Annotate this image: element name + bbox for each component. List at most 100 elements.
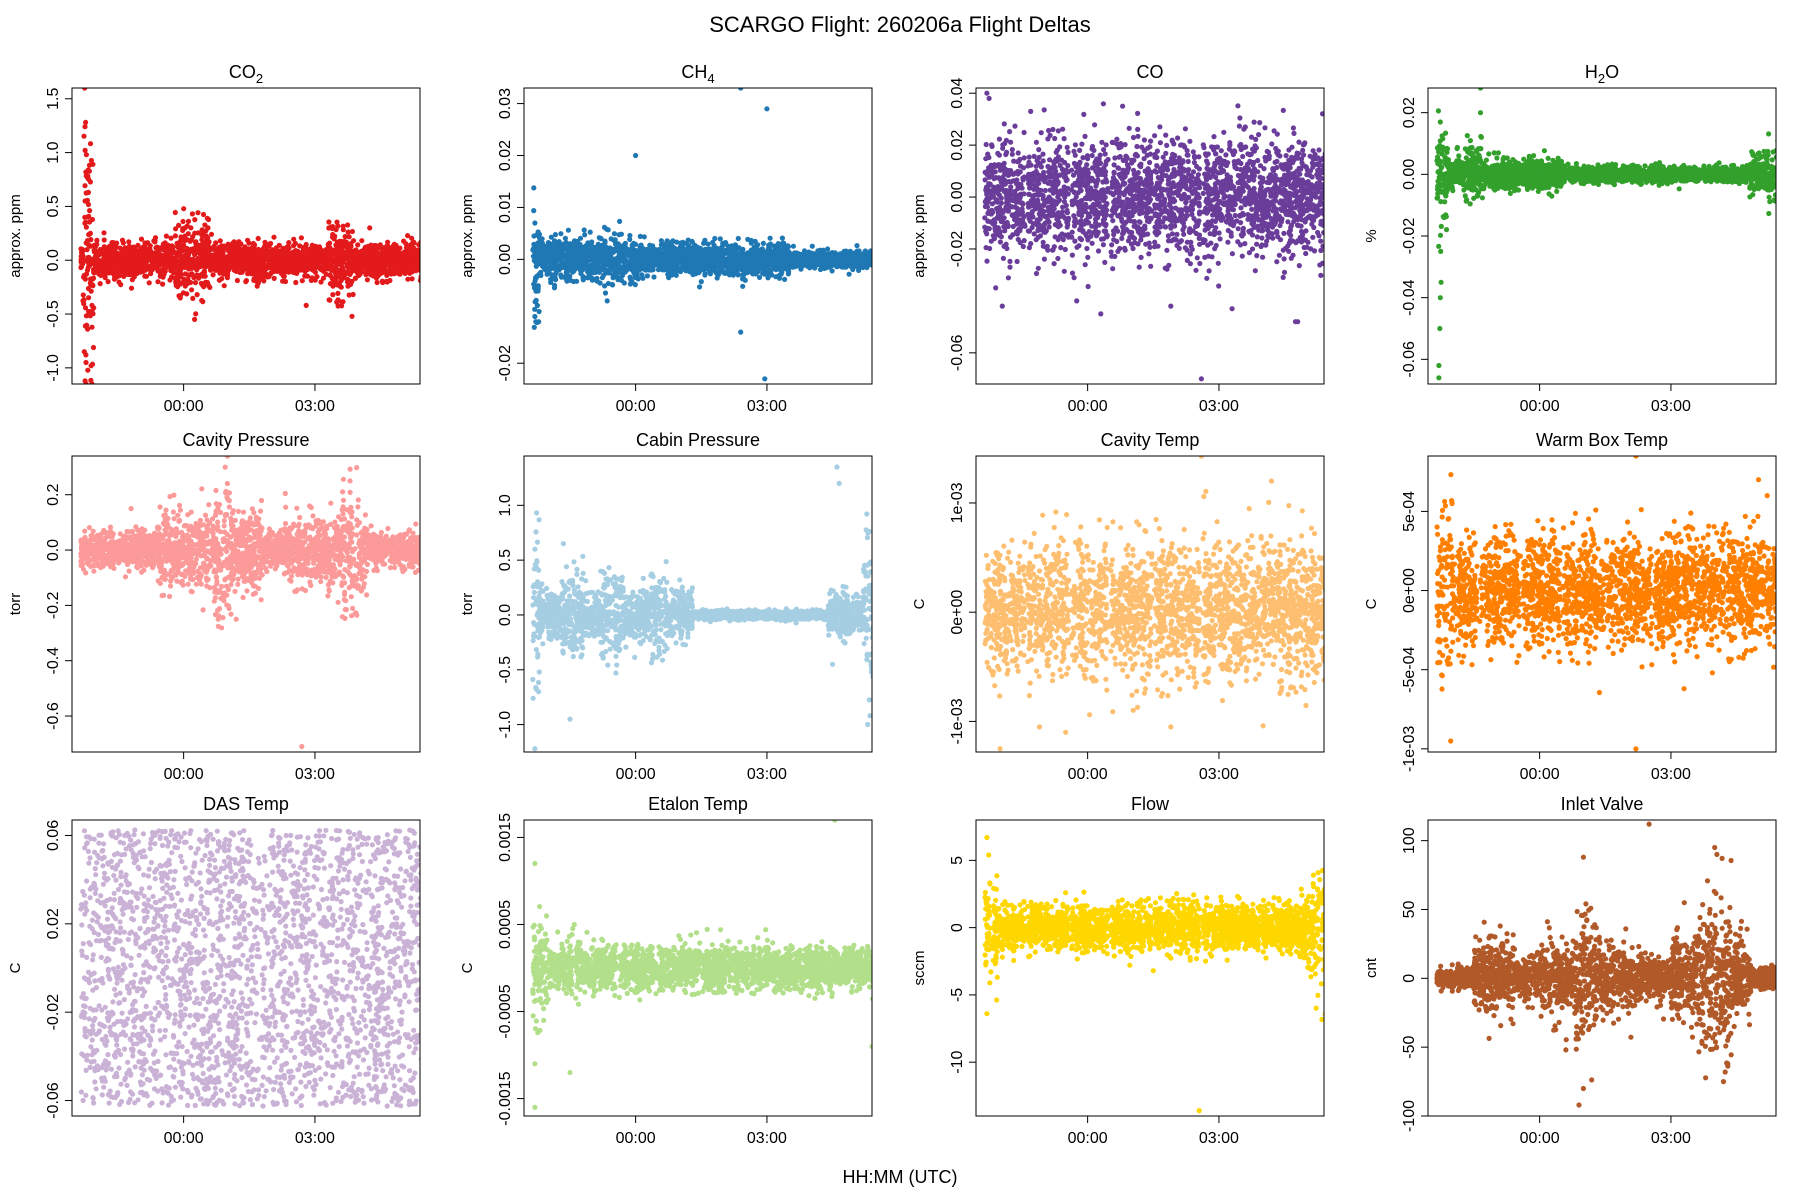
data-point — [88, 288, 94, 294]
data-point — [599, 275, 606, 281]
data-point — [87, 141, 94, 147]
data-point — [878, 257, 883, 262]
data-point — [422, 243, 427, 248]
data-point — [417, 255, 420, 261]
data-point — [255, 235, 261, 242]
data-point — [234, 277, 240, 284]
data-point — [202, 279, 209, 285]
data-point — [89, 361, 96, 367]
data-point — [275, 256, 281, 262]
data-point — [122, 245, 128, 251]
data-point — [423, 248, 428, 253]
data-point — [188, 279, 194, 286]
data-point — [82, 220, 88, 226]
data-point — [231, 248, 237, 254]
data-point — [126, 250, 132, 256]
data-point — [216, 244, 222, 251]
data-point — [355, 242, 361, 248]
data-point — [877, 250, 882, 255]
data-point — [329, 267, 335, 273]
data-point — [745, 236, 751, 242]
data-point — [680, 239, 686, 245]
data-point — [608, 267, 614, 273]
data-point — [876, 258, 881, 263]
data-point — [87, 313, 93, 319]
data-point — [180, 227, 186, 233]
data-point — [877, 252, 882, 257]
data-point — [604, 226, 610, 232]
data-point — [120, 240, 126, 246]
data-point — [627, 232, 633, 239]
data-point — [380, 279, 386, 286]
data-point — [406, 260, 412, 266]
data-point — [404, 265, 410, 272]
data-point — [87, 219, 93, 225]
data-point — [173, 256, 179, 262]
data-point — [423, 276, 428, 281]
data-point — [872, 255, 877, 260]
data-point — [102, 271, 108, 278]
data-point — [255, 246, 261, 252]
data-point — [298, 235, 304, 241]
data-point — [219, 258, 225, 264]
data-point — [874, 263, 879, 268]
data-point — [85, 173, 91, 179]
data-point — [538, 272, 544, 278]
data-point — [871, 259, 872, 261]
data-point — [612, 263, 618, 269]
data-point — [213, 240, 219, 246]
data-point — [421, 267, 426, 272]
data-point — [731, 267, 737, 273]
data-point — [236, 239, 242, 245]
data-point — [146, 266, 152, 272]
data-point — [346, 292, 352, 298]
data-point — [83, 152, 89, 158]
data-point — [278, 248, 284, 254]
data-point — [873, 251, 878, 256]
data-point — [83, 313, 89, 319]
data-point — [85, 264, 91, 270]
data-point — [310, 243, 316, 249]
data-point — [270, 263, 276, 269]
data-point — [401, 269, 407, 276]
data-point — [873, 251, 878, 256]
data-point — [201, 269, 208, 275]
data-point — [327, 272, 333, 279]
data-point — [109, 240, 115, 246]
data-point — [584, 253, 590, 259]
data-point — [241, 256, 247, 262]
data-point — [327, 240, 333, 246]
data-point — [96, 252, 102, 258]
data-point — [335, 303, 341, 309]
data-point — [335, 261, 341, 267]
data-point — [401, 259, 407, 265]
data-point — [246, 262, 252, 268]
data-point — [580, 277, 586, 283]
data-point — [208, 231, 215, 237]
data-point — [81, 133, 87, 139]
data-point — [424, 256, 429, 261]
data-point — [329, 225, 335, 231]
data-point — [876, 260, 881, 265]
data-point — [664, 238, 670, 244]
data-point — [874, 260, 879, 265]
data-point — [135, 242, 141, 248]
data-point — [265, 254, 271, 260]
data-point — [412, 261, 419, 267]
data-point — [589, 275, 595, 281]
data-point — [87, 208, 93, 214]
data-point — [110, 266, 116, 272]
data-point — [181, 206, 187, 212]
data-point — [245, 237, 251, 243]
data-point — [175, 244, 181, 250]
data-point — [309, 259, 315, 265]
data-point — [212, 266, 218, 272]
data-point — [379, 270, 385, 276]
data-point — [405, 276, 411, 282]
data-point — [876, 259, 881, 264]
data-point — [732, 242, 739, 248]
data-point — [239, 267, 245, 273]
data-point — [548, 245, 555, 251]
data-point — [251, 277, 257, 283]
